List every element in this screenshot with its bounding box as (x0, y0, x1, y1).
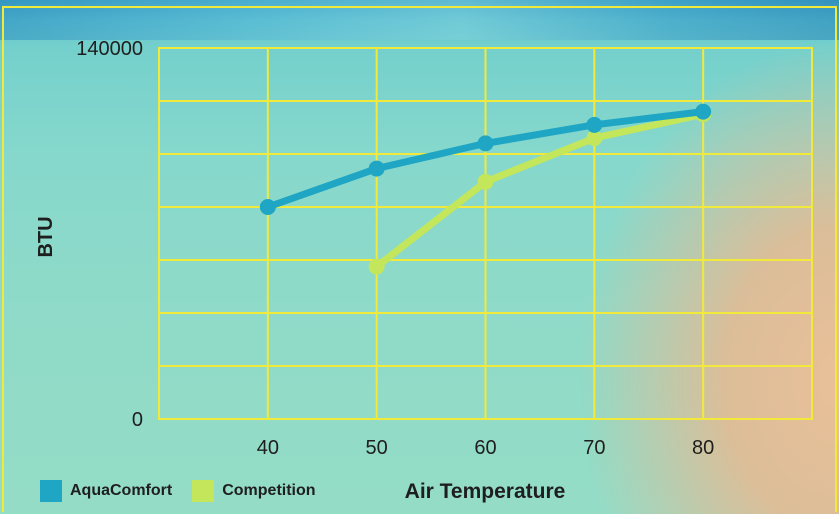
y-axis-label: BTU (35, 216, 57, 257)
x-tick-label: 80 (692, 437, 714, 459)
chart-grid (158, 47, 813, 420)
y-tick-label: 0 (132, 409, 143, 431)
legend-label-aquacomfort: AquaComfort (70, 482, 173, 499)
data-point-competition (368, 258, 385, 275)
y-tick-label: 140000 (76, 38, 143, 60)
yellow-frame (2, 6, 837, 512)
data-point-aquacomfort (695, 103, 712, 120)
x-tick-label: 60 (474, 437, 496, 459)
data-point-aquacomfort (586, 116, 603, 133)
legend-swatch-competition (192, 480, 215, 502)
legend-swatch-aquacomfort (40, 480, 62, 502)
x-tick-label: 70 (583, 437, 605, 459)
x-tick-label: 50 (366, 437, 388, 459)
legend-item-aquacomfort: AquaComfort (40, 480, 172, 502)
legend-label-competition: Competition (222, 482, 316, 499)
data-point-competition (477, 173, 494, 190)
legend-item-competition: Competition (192, 480, 316, 502)
chart-ticks: 140000 0 40 50 60 70 80 (76, 38, 714, 459)
data-point-aquacomfort (259, 199, 276, 215)
x-axis-label: Air Temperature (405, 480, 566, 503)
series-line-competition (373, 110, 707, 271)
data-point-competition (586, 130, 603, 147)
x-tick-label: 40 (257, 437, 279, 459)
data-point-aquacomfort (477, 135, 494, 152)
chart-series (259, 103, 712, 275)
data-point-aquacomfort (368, 160, 385, 177)
chart-legend: AquaComfort Competition (40, 480, 336, 502)
